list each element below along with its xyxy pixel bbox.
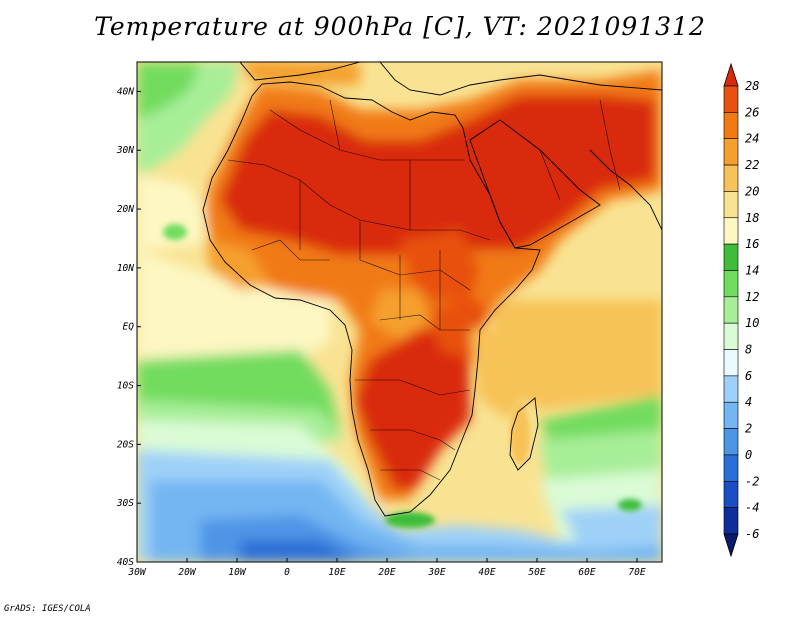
colorbar-swatch xyxy=(723,428,739,456)
colorbar-label: 28 xyxy=(745,79,759,93)
lon-tick-label: 70E xyxy=(628,567,645,578)
colorbar-label: 0 xyxy=(745,448,752,462)
lat-tick-label: 30N xyxy=(116,145,134,156)
colorbar-label: 24 xyxy=(745,132,759,146)
colorbar-swatch xyxy=(723,349,739,377)
lon-tick-label: 60E xyxy=(578,567,595,578)
lat-tick-label: 40N xyxy=(117,86,134,97)
map-title: Temperature at 900hPa [C], VT: 202109131… xyxy=(94,12,706,41)
colorbar-swatch xyxy=(723,507,739,535)
colorbar-swatch xyxy=(723,480,739,508)
lat-tick-label: 10N xyxy=(117,263,134,274)
colorbar-swatch xyxy=(723,322,739,350)
colorbar-swatch xyxy=(723,85,739,113)
lat-tick-label: 30S xyxy=(116,498,134,509)
credit-label: GrADS: IGES/COLA xyxy=(4,604,91,614)
lon-tick-label: 20W xyxy=(178,567,196,578)
latitude-axis: 40N 30N 20N 10N EQ 10S 20S 30S 40S xyxy=(116,86,141,568)
colorbar-label: 2 xyxy=(745,422,752,436)
lat-tick-label: EQ xyxy=(123,322,135,333)
colorbar-swatch xyxy=(723,164,739,192)
map-frame xyxy=(136,61,663,563)
lat-tick-label: 10S xyxy=(117,381,134,392)
longitude-axis: 30W 20W 10W 0 10E 20E 30E 40E 50E 60E 70E xyxy=(127,558,646,578)
colorbar-label: 8 xyxy=(745,343,752,357)
colorbar-swatch xyxy=(723,191,739,219)
colorbar-label: 6 xyxy=(745,369,752,383)
colorbar-label: 20 xyxy=(745,184,759,198)
colorbar-swatch xyxy=(723,112,739,140)
colorbar-swatch xyxy=(723,270,739,298)
lon-tick-label: 30W xyxy=(127,567,146,578)
colorbar-label: 22 xyxy=(745,158,759,172)
colorbar-swatch xyxy=(723,243,739,271)
country-borders xyxy=(227,99,621,481)
lon-tick-label: 30E xyxy=(427,567,445,578)
colorbar-label: 12 xyxy=(745,290,759,304)
colorbar-upper-triangle xyxy=(723,62,739,87)
colorbar-label: 18 xyxy=(745,211,759,225)
temperature-field xyxy=(137,62,662,562)
coastlines xyxy=(202,62,662,517)
colorbar-swatch xyxy=(723,454,739,482)
colorbar-swatch xyxy=(723,375,739,403)
lat-tick-label: 40S xyxy=(117,557,134,568)
colorbar-label: 14 xyxy=(745,263,759,277)
colorbar-label: 16 xyxy=(745,237,759,251)
lon-tick-label: 10W xyxy=(228,567,246,578)
colorbar-swatch xyxy=(723,401,739,429)
colorbar-swatch xyxy=(723,217,739,245)
lon-tick-label: 0 xyxy=(284,567,290,578)
lat-tick-label: 20S xyxy=(117,439,134,450)
lon-tick-label: 20E xyxy=(378,567,395,578)
colorbar-swatch xyxy=(723,296,739,324)
colorbar-label: -4 xyxy=(745,501,759,515)
colorbar-label: 4 xyxy=(745,395,752,409)
lon-tick-label: 50E xyxy=(528,567,545,578)
colorbar-label: 10 xyxy=(745,316,759,330)
colorbar-lower-triangle xyxy=(723,533,739,558)
colorbar-swatch xyxy=(723,138,739,166)
lon-tick-label: 10E xyxy=(328,567,345,578)
colorbar-label: 26 xyxy=(745,105,759,119)
colorbar-label: -6 xyxy=(745,527,759,541)
lat-tick-label: 20N xyxy=(117,204,134,215)
lon-tick-label: 40E xyxy=(478,567,495,578)
colorbar-label: -2 xyxy=(745,474,759,488)
